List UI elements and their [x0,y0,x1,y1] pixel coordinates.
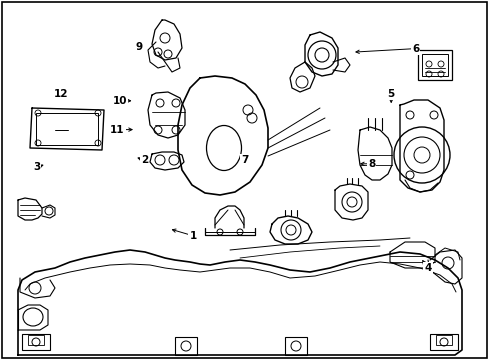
Text: 2: 2 [141,155,147,165]
Bar [421,54,447,76]
Bar [175,337,197,355]
Bar [417,50,451,80]
Text: 10: 10 [112,96,127,106]
Text: 9: 9 [136,42,142,52]
Text: 6: 6 [411,44,418,54]
Text: 7: 7 [240,155,248,165]
Bar [435,335,451,345]
Bar [36,113,98,145]
Bar [28,335,44,345]
Bar [22,334,50,350]
Bar [429,334,457,350]
Text: 1: 1 [189,231,196,241]
Text: 5: 5 [387,89,394,99]
Text: 8: 8 [367,159,374,169]
Text: 4: 4 [423,263,431,273]
Text: 11: 11 [110,125,124,135]
Bar [285,337,306,355]
Text: 3: 3 [33,162,40,172]
Text: 12: 12 [54,89,68,99]
